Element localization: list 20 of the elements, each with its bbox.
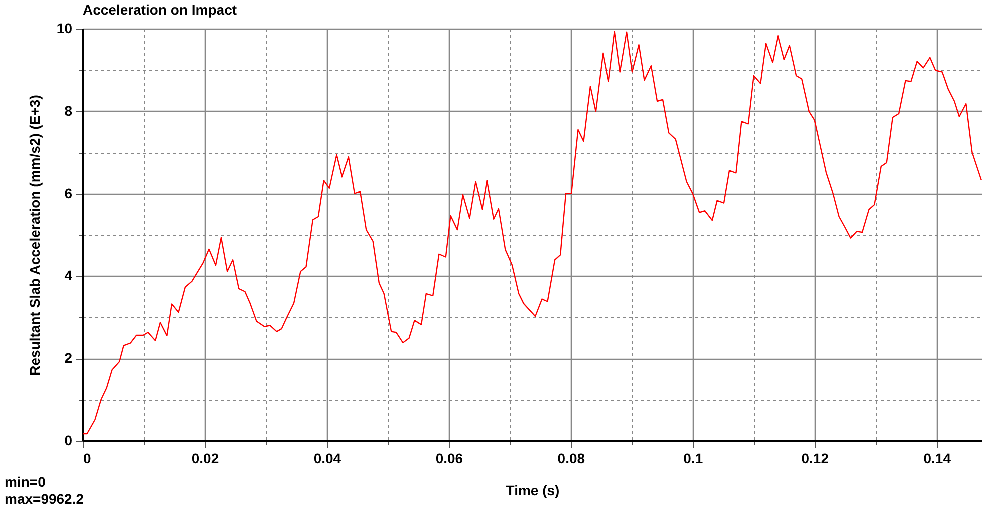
x-axis-title: Time (s) <box>506 482 560 498</box>
y-tick-label: 2 <box>64 350 73 366</box>
x-tick-label: 0.08 <box>558 450 586 466</box>
x-tick-label: 0 <box>84 450 92 466</box>
chart-title: Acceleration on Impact <box>83 2 238 18</box>
x-tick-label: 0.06 <box>436 450 464 466</box>
x-tick-label: 0.04 <box>314 450 342 466</box>
x-tick-label: 0.12 <box>802 450 830 466</box>
text: max=9962.2 <box>5 491 84 508</box>
text: min=0 <box>5 474 47 491</box>
y-tick-label: 10 <box>56 20 73 36</box>
x-tick-label: 0.1 <box>684 450 704 466</box>
y-tick-label: 0 <box>64 432 73 448</box>
y-tick-label: 8 <box>64 102 73 119</box>
x-tick-label: 0.14 <box>924 450 952 466</box>
y-tick-label: 6 <box>64 185 73 202</box>
x-tick-label: 0.02 <box>192 450 220 466</box>
y-axis-title: Resultant Slab Acceleration (mm/s2) (E+3) <box>26 95 43 376</box>
line-series <box>83 31 982 435</box>
y-tick-label: 4 <box>64 268 73 284</box>
